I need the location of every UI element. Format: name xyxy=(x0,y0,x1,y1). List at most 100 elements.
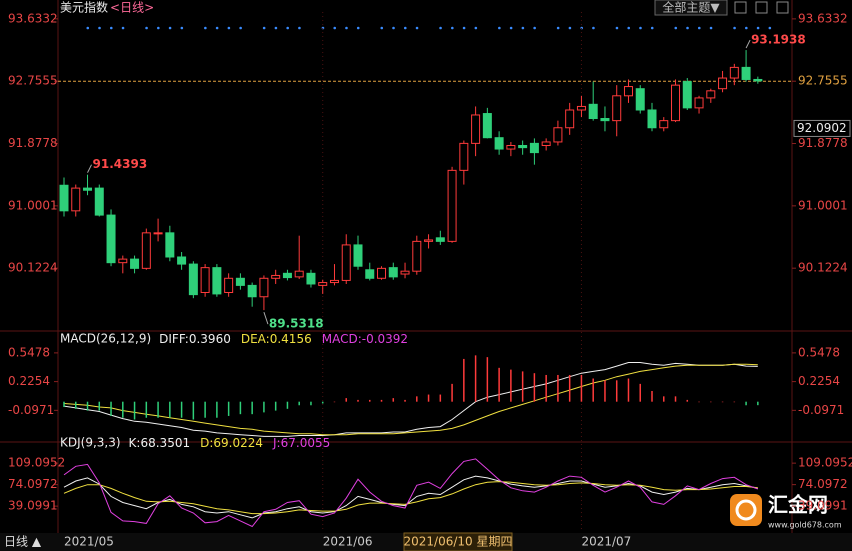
indicator-title: MACD(26,12,9) xyxy=(60,332,151,346)
y-tick-label: 90.1224 xyxy=(8,261,58,275)
macd-bar xyxy=(227,401,230,416)
x-tick-label: 2021/05 xyxy=(64,535,114,549)
event-dot xyxy=(298,26,301,30)
candle-body xyxy=(694,97,704,109)
candle-body xyxy=(635,88,645,111)
legend-value: -0.0392 xyxy=(362,332,408,346)
legend-entry: MACD:-0.0392 xyxy=(322,332,408,346)
legend-name: MACD: xyxy=(322,332,362,346)
event-dot xyxy=(227,26,231,30)
candle-body xyxy=(671,84,681,122)
macd-bar xyxy=(474,355,477,402)
legend-name: DIFF: xyxy=(159,332,189,346)
candle-body xyxy=(353,244,363,267)
event-dot xyxy=(615,26,619,30)
event-dot xyxy=(180,26,184,30)
candle-body xyxy=(329,279,339,284)
candle-body xyxy=(647,109,657,129)
macd-bar xyxy=(286,401,289,409)
candle-body xyxy=(200,267,210,293)
candle-body xyxy=(247,284,257,298)
candle-body xyxy=(565,109,575,129)
macd-bar xyxy=(604,380,606,402)
event-dot xyxy=(556,26,560,30)
event-dot xyxy=(768,26,772,30)
legend-value: 68.3501 xyxy=(140,436,190,450)
candle-body xyxy=(576,105,586,111)
event-dot xyxy=(98,26,101,30)
macd-bar xyxy=(357,399,359,402)
event-dot xyxy=(521,26,525,30)
macd-bar xyxy=(533,373,536,402)
event-dot xyxy=(439,26,442,30)
annotation: 89.5318 xyxy=(269,317,324,331)
event-dot xyxy=(345,26,348,30)
macd-bar xyxy=(592,378,594,402)
candle-body xyxy=(753,78,763,82)
y-tick-label: 92.7555 xyxy=(798,74,848,88)
y-tick-label: 0.2254 xyxy=(798,374,840,388)
event-dot xyxy=(145,26,148,30)
y-tick-label: 91.8778 xyxy=(8,136,58,150)
candle-body xyxy=(718,77,728,90)
event-dot xyxy=(356,26,360,30)
macd-bar xyxy=(663,396,665,402)
x-tick-label: 2021/07 xyxy=(581,535,631,549)
macd-bar xyxy=(545,374,547,402)
theme-button[interactable]: 全部主题▼ xyxy=(662,0,720,15)
macd-bar xyxy=(204,401,206,418)
legend-name: K: xyxy=(129,436,141,450)
chart-title: 美元指数 xyxy=(60,0,108,15)
macd-bar xyxy=(674,396,677,402)
period-button[interactable]: 日线 ▲ xyxy=(4,535,42,549)
macd-bar xyxy=(333,401,336,403)
macd-bar xyxy=(321,401,324,404)
chart-period: <日线> xyxy=(110,1,154,15)
macd-bar xyxy=(439,394,442,402)
icon[interactable] xyxy=(776,1,789,14)
indicator-line xyxy=(63,362,758,437)
event-dot xyxy=(380,26,384,30)
event-dot xyxy=(474,26,478,30)
logo-url: www.gold678.com xyxy=(768,521,842,530)
annotation-pointer xyxy=(87,164,92,173)
y-tick-label: 39.0991 xyxy=(798,499,848,513)
icon[interactable] xyxy=(734,1,747,14)
event-dot xyxy=(403,26,407,30)
candle-body xyxy=(494,137,504,150)
legend-entry: DEA:0.4156 xyxy=(241,332,312,346)
logo-icon xyxy=(730,494,762,526)
candle-body xyxy=(259,277,269,298)
macd-bar xyxy=(615,380,618,402)
macd-bar xyxy=(298,401,300,406)
macd-bar xyxy=(416,396,418,402)
theme-button-frame[interactable] xyxy=(654,0,728,16)
y-tick-label: 92.7555 xyxy=(8,74,58,88)
candle-body xyxy=(224,277,234,293)
candle-body xyxy=(482,113,492,139)
candle-body xyxy=(447,169,457,242)
event-dot xyxy=(709,26,713,30)
macd-bar xyxy=(486,357,489,402)
logo-icon xyxy=(735,499,757,521)
legend-entry: J:67.0055 xyxy=(272,436,330,450)
candle-body xyxy=(212,267,222,295)
candle-body xyxy=(235,277,245,286)
candle-body xyxy=(412,240,422,272)
legend-value: 67.0055 xyxy=(281,436,331,450)
y-tick-label: 39.0991 xyxy=(8,499,58,513)
legend-name: D: xyxy=(200,436,213,450)
macd-bar xyxy=(686,399,689,402)
icon[interactable] xyxy=(755,1,768,14)
y-tick-label: -0.0971 xyxy=(8,403,54,417)
event-dot xyxy=(392,26,395,30)
y-tick-label: 0.5478 xyxy=(798,345,840,359)
event-dot xyxy=(121,26,125,30)
candle-body xyxy=(612,95,622,122)
event-dot xyxy=(509,26,513,30)
macd-bar xyxy=(239,401,242,415)
candle-body xyxy=(741,66,751,80)
macd-bar xyxy=(639,383,641,402)
macd-bar xyxy=(451,383,453,402)
event-dot xyxy=(733,26,736,30)
